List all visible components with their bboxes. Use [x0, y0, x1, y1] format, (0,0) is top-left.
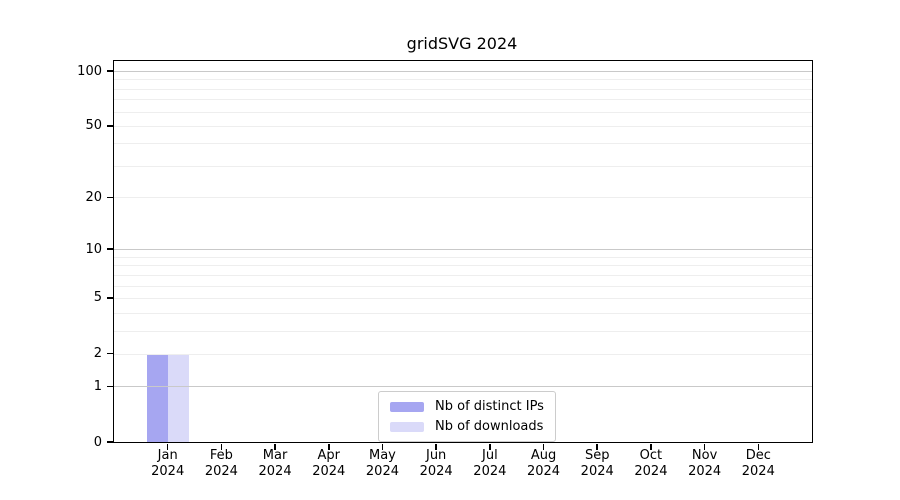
y-tick-label: 20 — [85, 189, 102, 205]
gridline — [114, 249, 812, 251]
x-tick-label: Apr 2024 — [312, 448, 346, 479]
y-tick — [106, 385, 113, 388]
bar-nb-of-downloads — [167, 353, 189, 442]
x-tick-label: Jul 2024 — [473, 448, 507, 479]
gridline — [114, 330, 812, 332]
gridline — [114, 353, 812, 355]
y-tick — [106, 352, 113, 355]
legend-swatch-downloads — [390, 421, 424, 432]
x-tick-label: Feb 2024 — [204, 448, 238, 479]
bars-layer — [114, 61, 812, 442]
bar-nb-of-distinct-ips — [146, 353, 168, 442]
gridline — [114, 285, 812, 287]
y-tick-label: 1 — [93, 378, 102, 394]
legend-entry: Nb of downloads — [390, 418, 544, 435]
y-tick-label: 5 — [93, 290, 102, 306]
x-tick — [596, 443, 598, 450]
x-tick-label: Aug 2024 — [526, 448, 561, 479]
y-tick-label: 50 — [85, 118, 102, 134]
x-tick — [381, 443, 384, 450]
x-tick — [542, 443, 545, 450]
x-tick-label: Sep 2024 — [580, 448, 614, 479]
gridline — [114, 297, 812, 299]
x-tick — [328, 443, 330, 450]
gridline — [114, 312, 812, 314]
x-tick — [166, 443, 169, 450]
legend-swatch-distinct-ips — [390, 401, 424, 412]
legend-label: Nb of downloads — [435, 419, 544, 434]
gridline — [114, 165, 812, 167]
y-tick — [106, 70, 113, 72]
y-tick-label: 0 — [93, 434, 102, 450]
x-tick-label: May 2024 — [365, 448, 399, 479]
y-tick-label: 2 — [93, 346, 102, 362]
y-tick-label: 100 — [77, 63, 102, 79]
y-tick — [106, 196, 113, 198]
x-tick — [274, 443, 276, 450]
x-tick-label: Nov 2024 — [688, 448, 722, 479]
x-tick — [489, 443, 491, 450]
x-tick — [650, 443, 652, 450]
gridline — [114, 256, 812, 258]
x-tick — [757, 443, 760, 450]
y-tick — [106, 297, 113, 299]
x-tick-label: Dec 2024 — [741, 448, 775, 479]
legend-label: Nb of distinct IPs — [435, 399, 544, 414]
chart-title: gridSVG 2024 — [406, 34, 518, 53]
gridline — [114, 79, 812, 81]
y-tick — [106, 248, 113, 250]
y-tick — [106, 441, 113, 443]
x-tick — [220, 443, 223, 450]
x-tick-label: Oct 2024 — [634, 448, 668, 479]
gridline — [114, 99, 812, 101]
y-tick-label: 10 — [85, 241, 102, 257]
gridline — [114, 111, 812, 113]
x-tick-label: Jan 2024 — [151, 448, 185, 479]
gridlines-layer — [114, 61, 812, 442]
x-tick-label: Mar 2024 — [258, 448, 292, 479]
legend-entry: Nb of distinct IPs — [390, 398, 544, 415]
x-tick — [435, 443, 437, 450]
x-tick — [703, 443, 706, 450]
gridline — [114, 386, 812, 388]
gridline — [114, 125, 812, 127]
y-tick — [106, 125, 113, 127]
gridline — [114, 143, 812, 145]
gridline — [114, 197, 812, 199]
x-tick-label: Jun 2024 — [419, 448, 453, 479]
plot-area: 0 1 2 5 10 20 50 100 Jan 2024 Feb 2024 Mar 2024 Apr 202… — [77, 60, 813, 480]
axis-ticks-layer: 0 1 2 5 10 20 50 100 Jan 2024 Feb 2024 Mar 2024 Apr 202… — [77, 61, 812, 480]
gridline — [114, 88, 812, 90]
gridline — [114, 71, 812, 72]
gridline — [114, 274, 812, 276]
legend: Nb of distinct IPs Nb of downloads — [378, 391, 556, 442]
gridline — [114, 265, 812, 267]
